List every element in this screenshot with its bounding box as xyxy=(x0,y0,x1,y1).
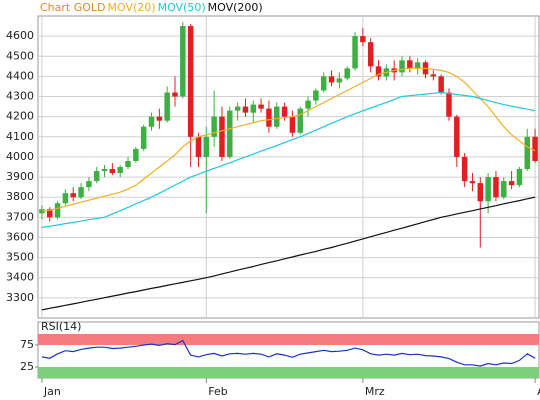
candle-body xyxy=(93,171,100,182)
candle-body xyxy=(258,104,264,109)
candle-body xyxy=(352,36,358,69)
rsi-band xyxy=(38,334,539,345)
candle-body xyxy=(86,181,92,188)
y-tick-label: 3400 xyxy=(6,271,34,284)
y-tick-label: 4100 xyxy=(6,130,34,143)
candle-body xyxy=(297,108,303,133)
candle-body xyxy=(54,203,61,218)
candle-body xyxy=(227,110,233,157)
candle-body xyxy=(360,36,366,43)
candle-body xyxy=(454,116,460,157)
candle-body xyxy=(516,169,523,186)
y-tick-label: 3900 xyxy=(6,170,34,183)
y-tick-label: 3300 xyxy=(6,291,34,304)
candle-body xyxy=(274,106,280,127)
y-tick-label: 4600 xyxy=(6,29,34,42)
y-tick-label: 4200 xyxy=(6,110,34,123)
candle-body xyxy=(336,78,343,83)
candle-body xyxy=(281,106,288,117)
candle-body xyxy=(109,169,116,174)
y-tick-label: 3600 xyxy=(6,230,34,243)
candle-body xyxy=(156,116,163,121)
x-tick-label: Feb xyxy=(208,385,227,398)
rsi-title: RSI(14) xyxy=(41,320,81,333)
candle-body xyxy=(375,66,382,77)
x-tick-label: Mrz xyxy=(365,385,385,398)
legend-entry: MOV(200) xyxy=(208,1,263,14)
candle-body xyxy=(414,62,421,69)
candle-body xyxy=(289,116,296,133)
y-tick-label: 4000 xyxy=(6,150,34,163)
x-tick-label: Jan xyxy=(43,385,61,398)
candle-body xyxy=(438,76,444,93)
candle-body xyxy=(367,42,374,67)
candle-body xyxy=(399,60,405,73)
candle-body xyxy=(524,136,530,170)
candle-body xyxy=(508,181,515,186)
candle-body xyxy=(62,193,69,204)
candle-body xyxy=(250,104,257,113)
legend: Chart GOLD MOV(20) MOV(50) MOV(200) xyxy=(40,1,263,14)
candle-body xyxy=(344,68,350,79)
candle-body xyxy=(234,106,241,111)
candle-body xyxy=(532,136,538,161)
moving-average-line xyxy=(41,67,536,212)
moving-average-line xyxy=(41,91,536,228)
moving-average-line xyxy=(41,196,536,311)
candle-body xyxy=(328,76,335,83)
candle-body xyxy=(117,167,123,174)
candle-body xyxy=(78,187,84,198)
candle-body xyxy=(320,76,327,91)
candle-body xyxy=(211,116,217,137)
candle-body xyxy=(148,116,155,127)
y-tick-label: 4400 xyxy=(6,69,34,82)
candle-body xyxy=(501,181,507,198)
candle-body xyxy=(101,169,108,172)
y-tick-label: 4300 xyxy=(6,90,34,103)
candle-body xyxy=(313,90,319,101)
legend-entry: MOV(20) xyxy=(108,1,156,14)
candle-body xyxy=(407,60,413,69)
legend-title: Chart GOLD xyxy=(40,1,106,14)
y-tick-label: 3800 xyxy=(6,190,34,203)
candle-body xyxy=(430,74,437,77)
candle-body xyxy=(164,92,170,121)
candle-body xyxy=(140,126,147,149)
layer: 3300 3400 3500 3600 3700 3800 3900 4000 4100 4200… xyxy=(6,16,540,398)
candle-body xyxy=(219,116,225,157)
candle-body xyxy=(180,26,186,97)
candle-body xyxy=(203,136,210,157)
rsi-band xyxy=(38,367,539,378)
y-tick-label: 3500 xyxy=(6,251,34,264)
candle-body xyxy=(469,181,476,184)
candle-body xyxy=(477,183,484,202)
rsi-tick-label: 25 xyxy=(20,360,34,373)
candle-body xyxy=(47,209,53,218)
y-tick-label: 4500 xyxy=(6,49,34,62)
candle-body xyxy=(305,100,311,109)
candle-body xyxy=(266,108,272,127)
candle-body xyxy=(461,156,468,182)
rsi-tick-label: 75 xyxy=(20,338,34,351)
candle-body xyxy=(172,92,178,97)
rsi-line xyxy=(41,339,536,367)
y-tick-label: 3700 xyxy=(6,210,34,223)
candle-body xyxy=(125,160,131,167)
candle-body xyxy=(187,26,194,137)
candle-body xyxy=(242,106,249,113)
candle-body xyxy=(70,193,76,198)
candle-body xyxy=(485,177,491,202)
candle-body xyxy=(133,148,139,161)
candle-body xyxy=(195,136,202,157)
candle-body xyxy=(493,177,499,198)
x-tick-label: A xyxy=(537,385,540,398)
candle-body xyxy=(446,92,452,117)
legend-entry: MOV(50) xyxy=(158,1,206,14)
